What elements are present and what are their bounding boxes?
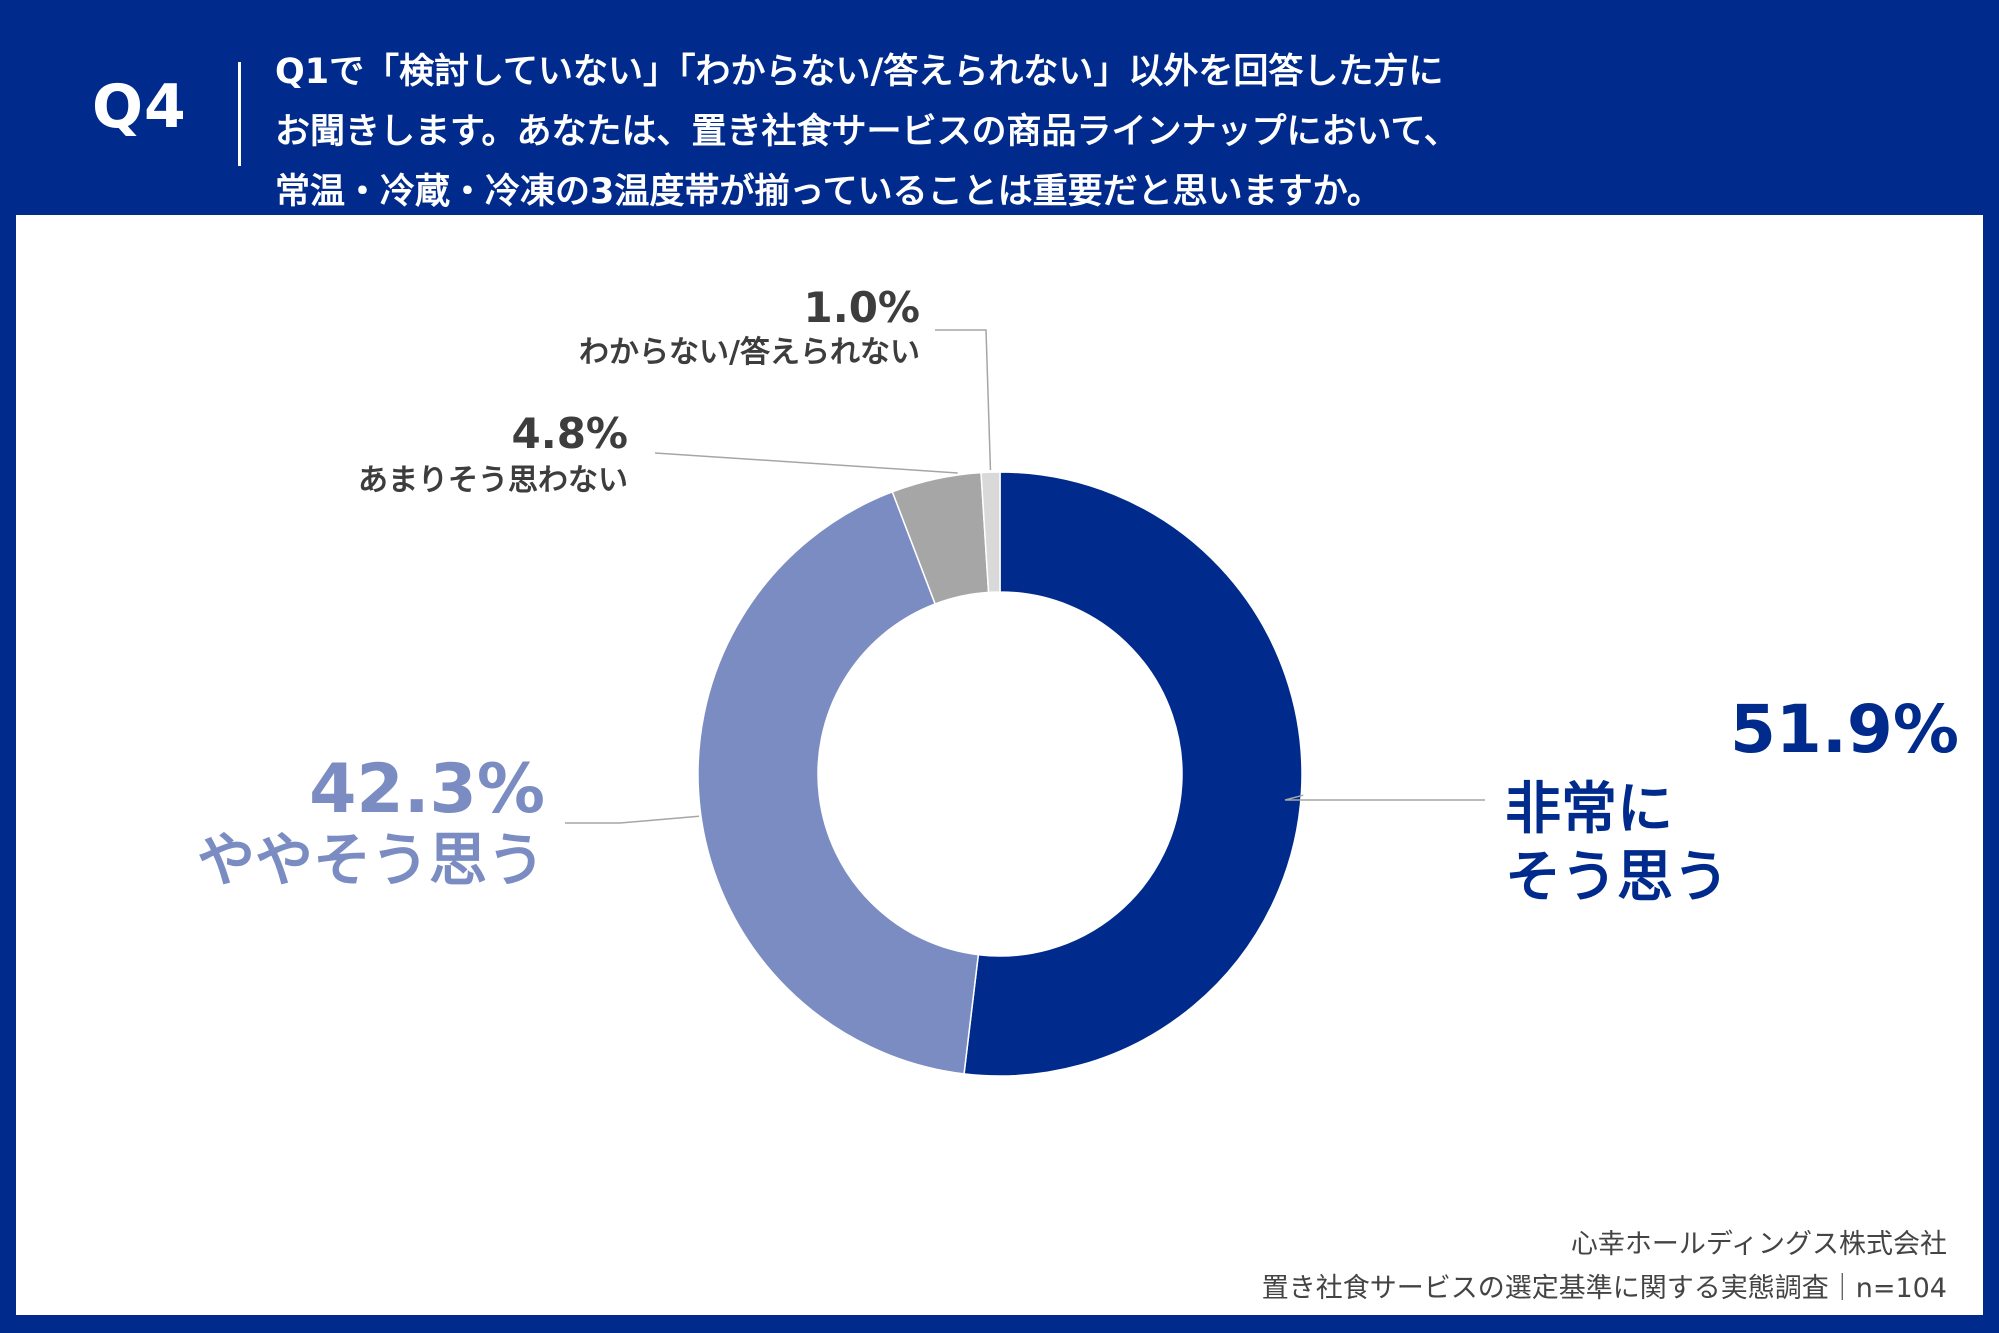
value-label-1: 42.3% [309, 750, 545, 829]
category-label-0: 非常に [1505, 777, 1673, 842]
question-line: Q1で「検討していない」「わからない/答えられない」以外を回答した方に [275, 52, 1444, 92]
category-label-2: あまりそう思わない [358, 463, 628, 498]
category-label-0: そう思う [1505, 845, 1729, 910]
footer-survey: 置き社食サービスの選定基準に関する実態調査｜n=104 [1261, 1273, 1947, 1304]
leader-line-1 [565, 815, 700, 824]
value-label-0: 51.9% [1730, 691, 1959, 768]
footer: 心幸ホールディングス株式会社 置き社食サービスの選定基準に関する実態調査｜n=1… [1262, 1223, 1947, 1311]
header-divider [238, 62, 241, 166]
donut-slice-1 [697, 490, 980, 1075]
donut-slice-3 [980, 471, 1001, 594]
question-text: Q1で「検討していない」「わからない/答えられない」以外を回答した方に お聞きし… [275, 42, 1925, 222]
leader-line-0 [1284, 794, 1485, 801]
header: Q4 Q1で「検討していない」「わからない/答えられない」以外を回答した方に お… [0, 0, 1999, 215]
chart-panel [16, 215, 1983, 1315]
donut-slice-0 [963, 471, 1303, 1077]
category-label-3: わからない/答えられない [579, 335, 920, 370]
leader-line-3 [935, 329, 992, 471]
question-number: Q4 [92, 72, 187, 142]
category-label-1: ややそう思う [197, 826, 545, 894]
value-label-3: 1.0% [804, 283, 920, 332]
leader-line-2 [654, 452, 958, 474]
value-label-2: 4.8% [512, 409, 628, 458]
question-line: お聞きします。あなたは、置き社食サービスの商品ラインナップにおいて、 [275, 112, 1459, 152]
question-line: 常温・冷蔵・冷凍の3温度帯が揃っていることは重要だと思いますか。 [275, 172, 1382, 212]
footer-company: 心幸ホールディングス株式会社 [1570, 1229, 1947, 1260]
